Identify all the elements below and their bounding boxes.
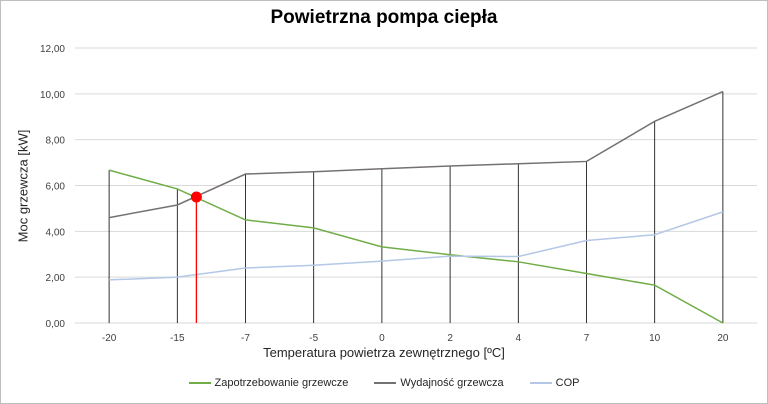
x-tick-label: 7 <box>584 333 590 344</box>
x-tick-label: 10 <box>649 333 661 344</box>
y-tick-label: 2,00 <box>46 273 66 284</box>
legend: Zapotrzebowanie grzewcze Wydajność grzew… <box>1 377 767 389</box>
y-tick-label: 12,00 <box>40 44 65 55</box>
x-tick-label: -20 <box>102 333 117 344</box>
y-tick-label: 8,00 <box>46 136 66 147</box>
legend-item-cop: COP <box>529 377 580 389</box>
x-tick-label: 20 <box>717 333 729 344</box>
y-tick-label: 0,00 <box>46 319 66 330</box>
balance-point-marker <box>190 191 202 203</box>
y-tick-label: 6,00 <box>46 182 66 193</box>
y-tick-label: 4,00 <box>46 227 66 238</box>
chart-title: Powietrzna pompa ciepła <box>270 7 498 28</box>
legend-label-cop: COP <box>555 377 580 389</box>
legend-swatch-capacity <box>374 382 397 384</box>
x-tick-label: 0 <box>379 333 385 344</box>
series-line-2 <box>109 211 724 281</box>
legend-swatch-cop <box>529 382 552 384</box>
series-line-1 <box>108 90 724 219</box>
x-axis-label: Temperatura powietrza zewnętrznego [ºC] <box>263 345 505 360</box>
y-tick-label: 10,00 <box>40 90 65 101</box>
legend-item-demand: Zapotrzebowanie grzewcze <box>188 377 349 389</box>
series-line-0 <box>108 169 724 324</box>
legend-swatch-demand <box>188 382 211 384</box>
legend-label-capacity: Wydajność grzewcza <box>400 377 504 389</box>
x-tick-label: 4 <box>516 333 522 344</box>
x-tick-label: -7 <box>241 333 250 344</box>
legend-item-capacity: Wydajność grzewcza <box>374 377 504 389</box>
x-tick-label: -5 <box>309 333 318 344</box>
x-tick-label: 2 <box>447 333 453 344</box>
x-tick-label: -15 <box>170 333 185 344</box>
legend-label-demand: Zapotrzebowanie grzewcze <box>214 377 349 389</box>
